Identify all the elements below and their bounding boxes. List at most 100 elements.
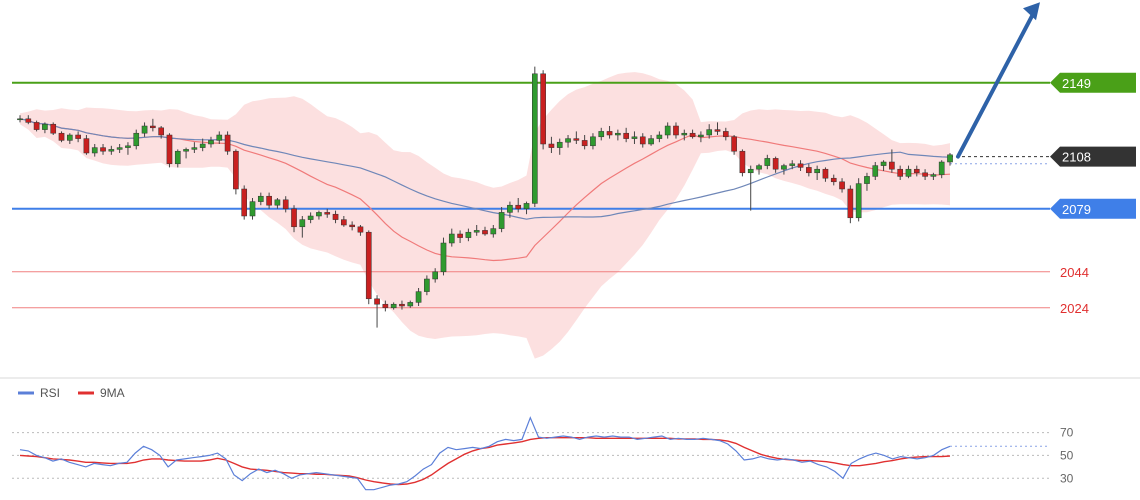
candle-46 [399,300,405,310]
candle-103 [872,162,879,180]
candle-45 [390,302,397,310]
candle-63 [540,70,546,150]
candle-body [365,231,372,300]
candle-81 [689,129,696,139]
rsi-tick-50: 50 [1060,448,1074,462]
candle-17 [158,126,164,139]
candle-body [889,161,895,170]
bollinger-band-layer [20,72,950,359]
level-badge-pivot: 2079 [1050,198,1136,219]
candle-body [648,138,654,145]
level-value-resistance: 2149 [1062,76,1091,91]
candle-body [615,132,621,136]
candle-body [183,149,189,152]
legend-rsi-label: RSI [40,386,60,400]
candle-4 [50,122,57,135]
candle-body [25,118,32,123]
candle-6 [66,133,73,144]
candle-body [224,134,231,152]
candle-33 [291,205,297,233]
candle-body [75,134,81,139]
candle-body [515,204,522,210]
candle-58 [498,207,505,233]
candle-body [208,140,214,145]
rsi-tick-30: 30 [1060,471,1074,485]
candle-24 [216,131,223,144]
candle-9 [91,144,98,157]
candle-99 [839,178,845,193]
candle-body [407,302,414,307]
candle-body [241,188,248,217]
candle-body [731,136,737,152]
candle-body [722,131,729,138]
candle-body [789,163,796,166]
candle-body [357,226,364,233]
candle-3 [42,122,48,134]
candle-109 [922,169,928,180]
candle-body [316,212,322,217]
candle-110 [930,172,937,180]
candle-body [257,195,264,202]
rsi-line [19,416,951,491]
candle-body [739,150,746,174]
candle-25 [224,131,231,155]
candle-111 [938,160,945,179]
candle-90 [764,154,771,170]
candle-body [58,132,65,141]
candle-87 [739,149,746,177]
level-value-support-1: 2044 [1060,265,1089,280]
candle-body [150,125,156,129]
candle-57 [490,225,497,238]
rsi-tick-70: 70 [1060,426,1074,440]
level-badge-current: 2108 [1050,146,1136,167]
candle-body [166,134,173,165]
candle-44 [382,300,389,312]
level-badge-shape [1050,198,1136,219]
candle-body [249,201,256,217]
rsi-legend: RSI 9MA [18,386,125,400]
candle-body [341,219,347,226]
candle-40 [349,221,355,231]
candle-body [872,165,879,177]
candle-89 [756,163,762,175]
candle-body [681,132,688,136]
candle-15 [141,122,148,137]
candle-14 [133,129,140,150]
level-labels-layer: 2149 2108 2079 2044 2024 [1050,72,1136,316]
candle-108 [913,165,920,177]
candle-body [656,134,663,139]
candle-37 [324,208,331,218]
candle-102 [864,172,870,191]
candle-88 [747,165,754,211]
candle-body [108,149,115,152]
candle-34 [299,216,306,238]
candle-16 [150,118,156,132]
candle-85 [722,127,729,141]
candle-body [747,168,754,174]
candle-body [623,132,629,139]
candle-95 [806,163,812,177]
candle-body [482,230,488,235]
candle-body [33,122,40,130]
candle-32 [282,196,289,213]
candle-body [930,174,937,177]
forecast-arrow-shaft [956,10,1036,159]
candle-69 [590,133,596,150]
candle-72 [615,129,621,141]
candle-94 [797,160,804,171]
candle-50 [432,268,439,283]
candle-body [781,165,787,170]
candle-body [216,134,223,141]
candle-body [448,233,455,244]
candle-82 [698,131,704,143]
candle-body [382,303,389,309]
candle-27 [241,185,248,220]
candle-body [415,291,422,303]
candle-body [938,161,945,175]
candle-body [133,132,140,147]
candle-78 [664,122,671,139]
candle-48 [415,288,422,306]
candle-body [814,168,820,174]
candle-21 [191,142,198,153]
